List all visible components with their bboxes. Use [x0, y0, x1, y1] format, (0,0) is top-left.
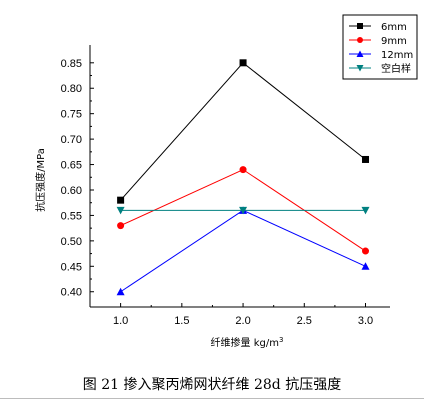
- legend-marker: [357, 23, 363, 29]
- x-tick-label: 2.0: [235, 315, 250, 327]
- data-point-6mm: [362, 155, 370, 163]
- data-point-12mm: [361, 262, 370, 270]
- data-point-6mm: [117, 196, 125, 204]
- y-tick-label: 0.60: [61, 185, 82, 197]
- series-line-6mm: [120, 62, 366, 201]
- series-line-12mm: [120, 209, 366, 293]
- legend-marker: [357, 37, 363, 43]
- series-layer: [116, 59, 370, 296]
- y-tick-label: 0.85: [61, 58, 82, 70]
- data-point-9mm: [117, 222, 125, 230]
- y-axis-label: 抗压强度/MPa: [34, 148, 47, 212]
- x-tick-label: 1.5: [174, 315, 189, 327]
- x-tick-label: 2.5: [297, 315, 312, 327]
- legend-marker: [356, 50, 364, 57]
- data-point-blank: [239, 206, 248, 215]
- figure-caption: 图 21 掺入聚丙烯网状纤维 28d 抗压强度: [82, 377, 342, 393]
- y-tick-label: 0.70: [61, 134, 82, 146]
- y-tick-label: 0.40: [61, 287, 82, 299]
- y-tick-label: 0.55: [61, 210, 82, 222]
- legend-label: 6mm: [381, 22, 407, 33]
- data-point-blank: [361, 206, 370, 215]
- y-tick-label: 0.80: [61, 83, 82, 95]
- x-tick-label: 3.0: [358, 315, 373, 327]
- data-point-9mm: [239, 166, 247, 174]
- axes: [89, 45, 390, 308]
- x-tick-label: 1.0: [113, 315, 128, 327]
- legend-marker: [356, 65, 364, 72]
- y-tick-label: 0.45: [61, 261, 82, 273]
- y-tick-label: 0.65: [61, 160, 82, 172]
- page-divider: [0, 398, 424, 399]
- y-tick-label: 0.50: [61, 236, 82, 248]
- data-point-blank: [116, 206, 125, 215]
- x-axis-label: 纤维掺量 kg/m3: [211, 336, 284, 349]
- data-point-6mm: [239, 59, 247, 67]
- y-tick-label: 0.75: [61, 109, 82, 121]
- ticks: 0.40 0.45 0.50 0.55 0.60 0.65 0.70 0.75 0.80 0.85…: [61, 58, 374, 327]
- x-axis-label-sup: 3: [279, 336, 283, 344]
- x-axis-label-text: 纤维掺量 kg/m: [211, 336, 279, 349]
- legend-label: 空白样: [381, 62, 411, 75]
- legend-label: 12mm: [381, 50, 413, 61]
- data-point-9mm: [362, 247, 370, 255]
- data-point-12mm: [116, 287, 125, 296]
- legend-label: 9mm: [381, 36, 407, 47]
